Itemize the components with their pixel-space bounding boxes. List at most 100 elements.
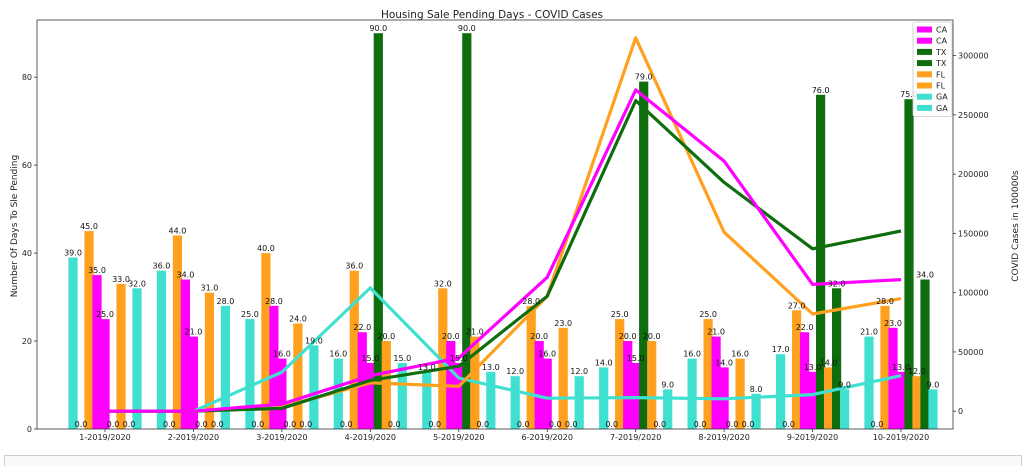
bar-value-label: 22.0 (796, 323, 814, 332)
bar-ca-6 (542, 358, 552, 429)
bar-value-label: 0.0 (476, 420, 489, 429)
bar-fl-1 (84, 231, 94, 429)
bar-value-label: 12.0 (570, 367, 588, 376)
bar-value-label: 0.0 (300, 420, 313, 429)
bar-value-label: 20.0 (442, 332, 460, 341)
bar-ca-4 (365, 363, 375, 429)
bar-value-label: 75.0 (900, 90, 918, 99)
x-tick-label: 1-2019/2020 (79, 433, 130, 442)
y2-axis-label: COVID Cases in 100000s (1011, 170, 1021, 282)
bar-value-label: 28.0 (265, 297, 283, 306)
y2-tick-label: 0 (958, 407, 963, 416)
bar-value-label: 16.0 (538, 350, 556, 359)
bar-ca-2 (188, 336, 198, 429)
bar-ga-2 (156, 270, 166, 429)
bar-ga-8 (751, 393, 761, 429)
bar-value-label: 16.0 (683, 350, 701, 359)
bar-ca-3 (269, 305, 279, 429)
y2-tick-label: 200000 (958, 170, 989, 179)
bar-ca-7 (623, 341, 633, 429)
bar-ga-7 (663, 389, 673, 429)
bar-value-label: 28.0 (876, 297, 894, 306)
bar-value-label: 45.0 (80, 222, 98, 231)
legend-swatch (917, 93, 932, 100)
bar-value-label: 9.0 (661, 380, 674, 389)
legend-swatch (917, 48, 932, 55)
bar-ga-9 (776, 354, 786, 429)
y2-tick-label: 50000 (958, 348, 983, 357)
bar-value-label: 25.0 (611, 310, 629, 319)
bar-value-label: 27.0 (788, 301, 806, 310)
bar-ca-1 (100, 319, 110, 429)
bar-value-label: 25.0 (241, 310, 259, 319)
bar-ga-5 (486, 371, 496, 429)
x-tick-label: 5-2019/2020 (433, 433, 484, 442)
bar-value-label: 0.0 (195, 420, 208, 429)
bar-value-label: 14.0 (715, 358, 733, 367)
bar-ga-8 (687, 358, 697, 429)
bar-value-label: 39.0 (64, 249, 82, 258)
legend-box (912, 21, 953, 117)
y-tick-label: 80 (22, 73, 32, 82)
bar-value-label: 16.0 (273, 350, 291, 359)
bar-ca-9 (800, 332, 810, 429)
bar-ca-8 (711, 336, 721, 429)
bar-ga-5 (422, 371, 432, 429)
bar-value-label: 20.0 (619, 332, 637, 341)
bar-value-label: 15.0 (393, 354, 411, 363)
bar-value-label: 31.0 (200, 284, 218, 293)
legend-label: CA (936, 26, 948, 35)
legend-label: TX (935, 59, 947, 68)
bar-value-label: 19.0 (305, 336, 323, 345)
x-tick-label: 8-2019/2020 (698, 433, 749, 442)
bar-value-label: 35.0 (88, 266, 106, 275)
bar-tx-4 (373, 33, 383, 429)
bar-value-label: 90.0 (369, 24, 387, 33)
bar-tx-5 (462, 33, 472, 429)
bar-ga-1 (68, 257, 78, 429)
x-tick-label: 3-2019/2020 (256, 433, 307, 442)
lines-layer (105, 36, 902, 413)
bar-ca-3 (277, 358, 287, 429)
bar-value-label: 20.0 (377, 332, 395, 341)
bar-value-label: 0.0 (252, 420, 265, 429)
bar-value-label: 12.0 (908, 367, 926, 376)
bar-value-label: 0.0 (605, 420, 618, 429)
bar-value-label: 25.0 (96, 310, 114, 319)
bar-value-label: 33.0 (112, 275, 130, 284)
bar-value-label: 0.0 (123, 420, 136, 429)
bar-fl-6 (558, 327, 568, 429)
x-tick-label: 9-2019/2020 (787, 433, 838, 442)
x-axis: 1-2019/2020 2-2019/2020 3-2019/2020 4-2019/… (79, 429, 929, 442)
legend-swatch (917, 104, 932, 111)
y-axis-left: 0 20 40 60 80 (22, 73, 37, 434)
bar-ga-3 (245, 319, 255, 429)
y2-tick-label: 300000 (958, 52, 989, 61)
bar-ca-6 (534, 341, 544, 429)
y-tick-label: 40 (22, 249, 32, 258)
bar-fl-6 (526, 305, 536, 429)
y2-tick-label: 150000 (958, 229, 989, 238)
bar-value-label: 76.0 (812, 86, 830, 95)
bar-tx-7 (639, 81, 649, 429)
bar-value-label: 0.0 (163, 420, 176, 429)
bar-value-label: 16.0 (329, 350, 347, 359)
y2-tick-label: 250000 (958, 111, 989, 120)
bar-labels-layer: 39.0 0.0 45.0 35.0 25.0 0.0 33.0 0.0 32.0 36.0 0.0… (64, 24, 939, 429)
bar-value-label: 13.0 (482, 363, 500, 372)
bar-value-label: 17.0 (772, 345, 790, 354)
bar-value-label: 15.0 (450, 354, 468, 363)
y-axis-label: Number Of Days To Sle Pending (10, 155, 20, 297)
bar-value-label: 0.0 (871, 420, 884, 429)
bar-fl-8 (735, 358, 745, 429)
bar-value-label: 0.0 (565, 420, 578, 429)
bar-ga-10 (928, 389, 938, 429)
bar-value-label: 0.0 (340, 420, 353, 429)
bar-ga-3 (309, 345, 319, 429)
bar-value-label: 21.0 (860, 328, 878, 337)
bar-value-label: 9.0 (838, 380, 851, 389)
bar-value-label: 13.0 (418, 363, 436, 372)
bar-ca-1 (92, 275, 102, 429)
legend: CA CA TX TX FL FL GA GA (912, 21, 953, 117)
bar-value-label: 34.0 (916, 271, 934, 280)
